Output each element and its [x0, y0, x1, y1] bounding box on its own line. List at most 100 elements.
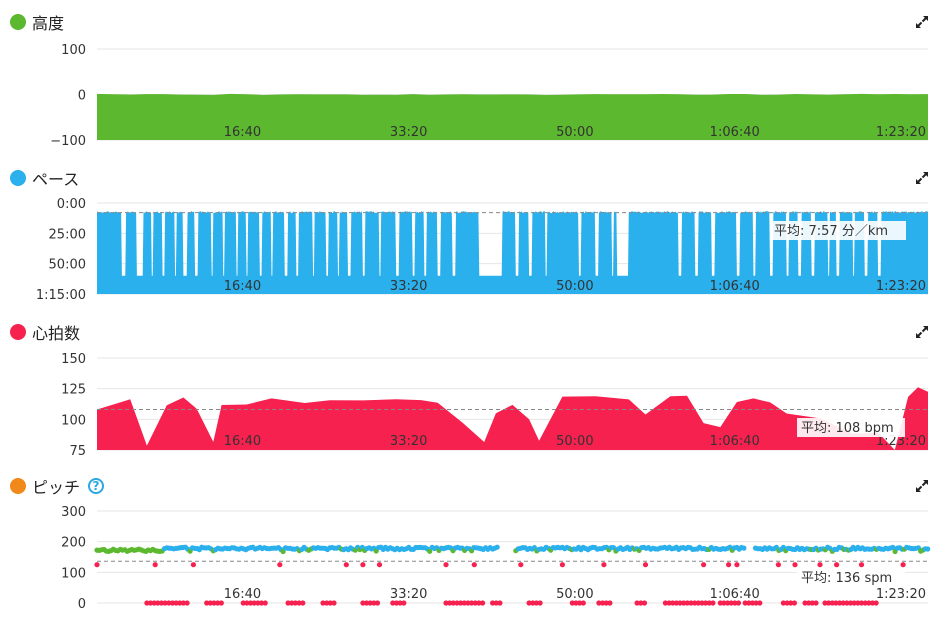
cadence-point-red — [162, 600, 168, 606]
expand-icon[interactable] — [914, 478, 930, 494]
y-tick-label: −100 — [50, 134, 86, 149]
cadence-point-red — [472, 600, 478, 606]
x-tick-label: 1:23:20 — [876, 434, 926, 449]
cadence-point-red — [753, 600, 759, 606]
cadence-point-red — [144, 600, 150, 606]
cadence-point-red — [240, 600, 246, 606]
cadence-point-red — [666, 600, 672, 606]
cadence-point-red — [151, 600, 157, 606]
cadence-point-red — [802, 600, 808, 606]
expand-icon[interactable] — [914, 324, 930, 340]
cadence-point-red — [376, 562, 383, 568]
cadence-point-red — [806, 600, 812, 606]
x-tick-label: 16:40 — [224, 279, 261, 294]
cadence-point-red — [530, 600, 536, 606]
cadence-point-red — [742, 600, 748, 606]
x-tick-label: 50:00 — [556, 434, 593, 449]
y-tick-label: 75 — [69, 444, 86, 459]
cadence-point-red — [180, 600, 186, 606]
cadence-point-red — [638, 600, 644, 606]
y-tick-label: 150 — [61, 352, 86, 367]
cadence-point-red — [360, 600, 366, 606]
x-tick-label: 1:06:40 — [710, 125, 760, 140]
cadence-point-red — [207, 600, 213, 606]
panel-header: ペース — [10, 166, 79, 190]
cadence-point-red — [277, 562, 283, 568]
cadence-point-red — [681, 600, 687, 606]
cadence-point-red — [844, 600, 850, 606]
altitude-area — [97, 93, 928, 140]
panel-header: 心拍数 — [10, 320, 80, 344]
cadence-point-red — [443, 562, 449, 568]
cadence-point-red — [692, 600, 698, 606]
cadence-point-red — [607, 600, 613, 606]
cadence-point-red — [537, 600, 543, 606]
cadence-point-red — [397, 600, 403, 606]
cadence-point-red — [476, 600, 482, 606]
cadence-panel: ピッチ ? 300 200 100 0 16:40 33:20 50:00 1:06:40 1:… — [0, 474, 944, 620]
cadence-point-blue — [890, 544, 896, 550]
cadence-point-red — [746, 600, 752, 606]
cadence-point-red — [490, 600, 496, 606]
panel-title: ピッチ — [32, 478, 81, 497]
cadence-point-red — [173, 600, 179, 606]
cadence-point-red — [858, 600, 865, 606]
cadence-point-red — [289, 600, 295, 606]
cadence-point-red — [788, 600, 794, 606]
cadence-point-red — [443, 600, 449, 606]
average-label: 平均: 7:57 分／km — [774, 224, 888, 239]
cadence-point-red — [840, 600, 846, 606]
x-tick-label: 50:00 — [556, 279, 593, 294]
cadence-point-red — [848, 600, 854, 606]
series-dot-icon — [10, 170, 26, 186]
cadence-point-red — [833, 600, 839, 606]
cadence-point-red — [728, 600, 734, 606]
cadence-point-red — [735, 600, 742, 606]
cadence-point-red — [601, 562, 607, 568]
cadence-point-red — [791, 600, 798, 606]
help-icon[interactable]: ? — [88, 478, 105, 494]
cadence-point-red — [699, 600, 705, 606]
cadence-point-red — [518, 562, 524, 568]
expand-icon[interactable] — [914, 14, 930, 30]
expand-icon[interactable] — [914, 170, 930, 186]
x-tick-label: 50:00 — [556, 587, 593, 602]
cadence-point-red — [634, 600, 640, 606]
cadence-point-red — [784, 600, 790, 606]
cadence-point-red — [688, 600, 694, 606]
cadence-point-red — [684, 600, 690, 606]
cadence-point-red — [262, 600, 268, 606]
cadence-point-red — [471, 562, 477, 568]
pace-panel: ペース 0:00 25:00 50:00 1:15:00 16:40 33:20 50:00… — [0, 166, 944, 316]
x-tick-label: 50:00 — [556, 125, 593, 140]
cadence-point-red — [190, 562, 196, 568]
x-tick-label: 16:40 — [224, 125, 261, 140]
series-dot-icon — [10, 478, 26, 494]
cadence-point-red — [577, 600, 583, 606]
cadence-point-red — [775, 562, 782, 568]
cadence-point-red — [710, 600, 716, 606]
y-tick-label: 100 — [61, 43, 86, 58]
x-tick-label: 16:40 — [224, 587, 261, 602]
cadence-point-red — [573, 600, 579, 606]
cadence-point-red — [211, 600, 217, 606]
cadence-point-red — [371, 600, 377, 606]
panel-title: ペース — [32, 170, 80, 189]
cadence-point-red — [401, 600, 407, 606]
cadence-point-red — [300, 600, 306, 606]
cadence-point-red — [461, 600, 467, 606]
cadence-point-red — [701, 562, 707, 568]
y-tick-label: 50:00 — [49, 258, 86, 273]
cadence-point-red — [327, 600, 333, 606]
cadence-point-red — [469, 600, 475, 606]
x-tick-label: 1:23:20 — [876, 125, 926, 140]
cadence-point-blue — [925, 546, 931, 552]
panel-title: 高度 — [32, 14, 65, 33]
cadence-point-red — [248, 600, 254, 606]
cadence-point-red — [152, 562, 158, 568]
average-label-bg — [797, 568, 905, 587]
cadence-point-red — [900, 562, 906, 568]
x-tick-label: 1:06:40 — [710, 279, 760, 294]
cadence-point-blue — [494, 544, 500, 550]
y-tick-label: 0 — [78, 597, 86, 612]
